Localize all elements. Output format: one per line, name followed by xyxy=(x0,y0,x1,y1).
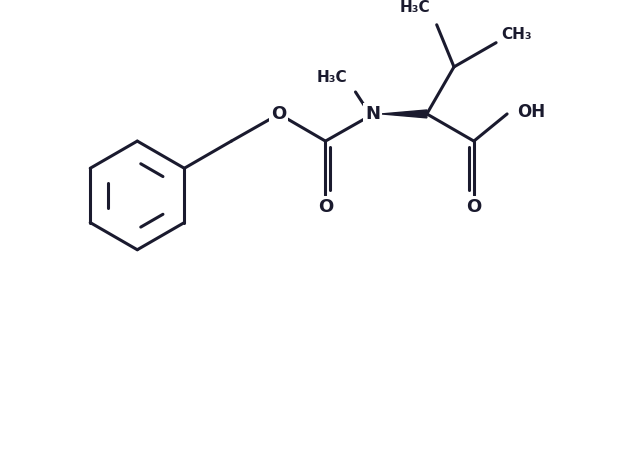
Text: N: N xyxy=(365,105,380,123)
Text: OH: OH xyxy=(516,103,545,121)
Polygon shape xyxy=(381,110,427,118)
Text: O: O xyxy=(271,105,286,123)
Text: O: O xyxy=(467,198,481,216)
Text: H₃C: H₃C xyxy=(399,0,430,16)
Text: O: O xyxy=(318,198,333,216)
Text: CH₃: CH₃ xyxy=(502,27,532,42)
Text: H₃C: H₃C xyxy=(316,70,347,85)
